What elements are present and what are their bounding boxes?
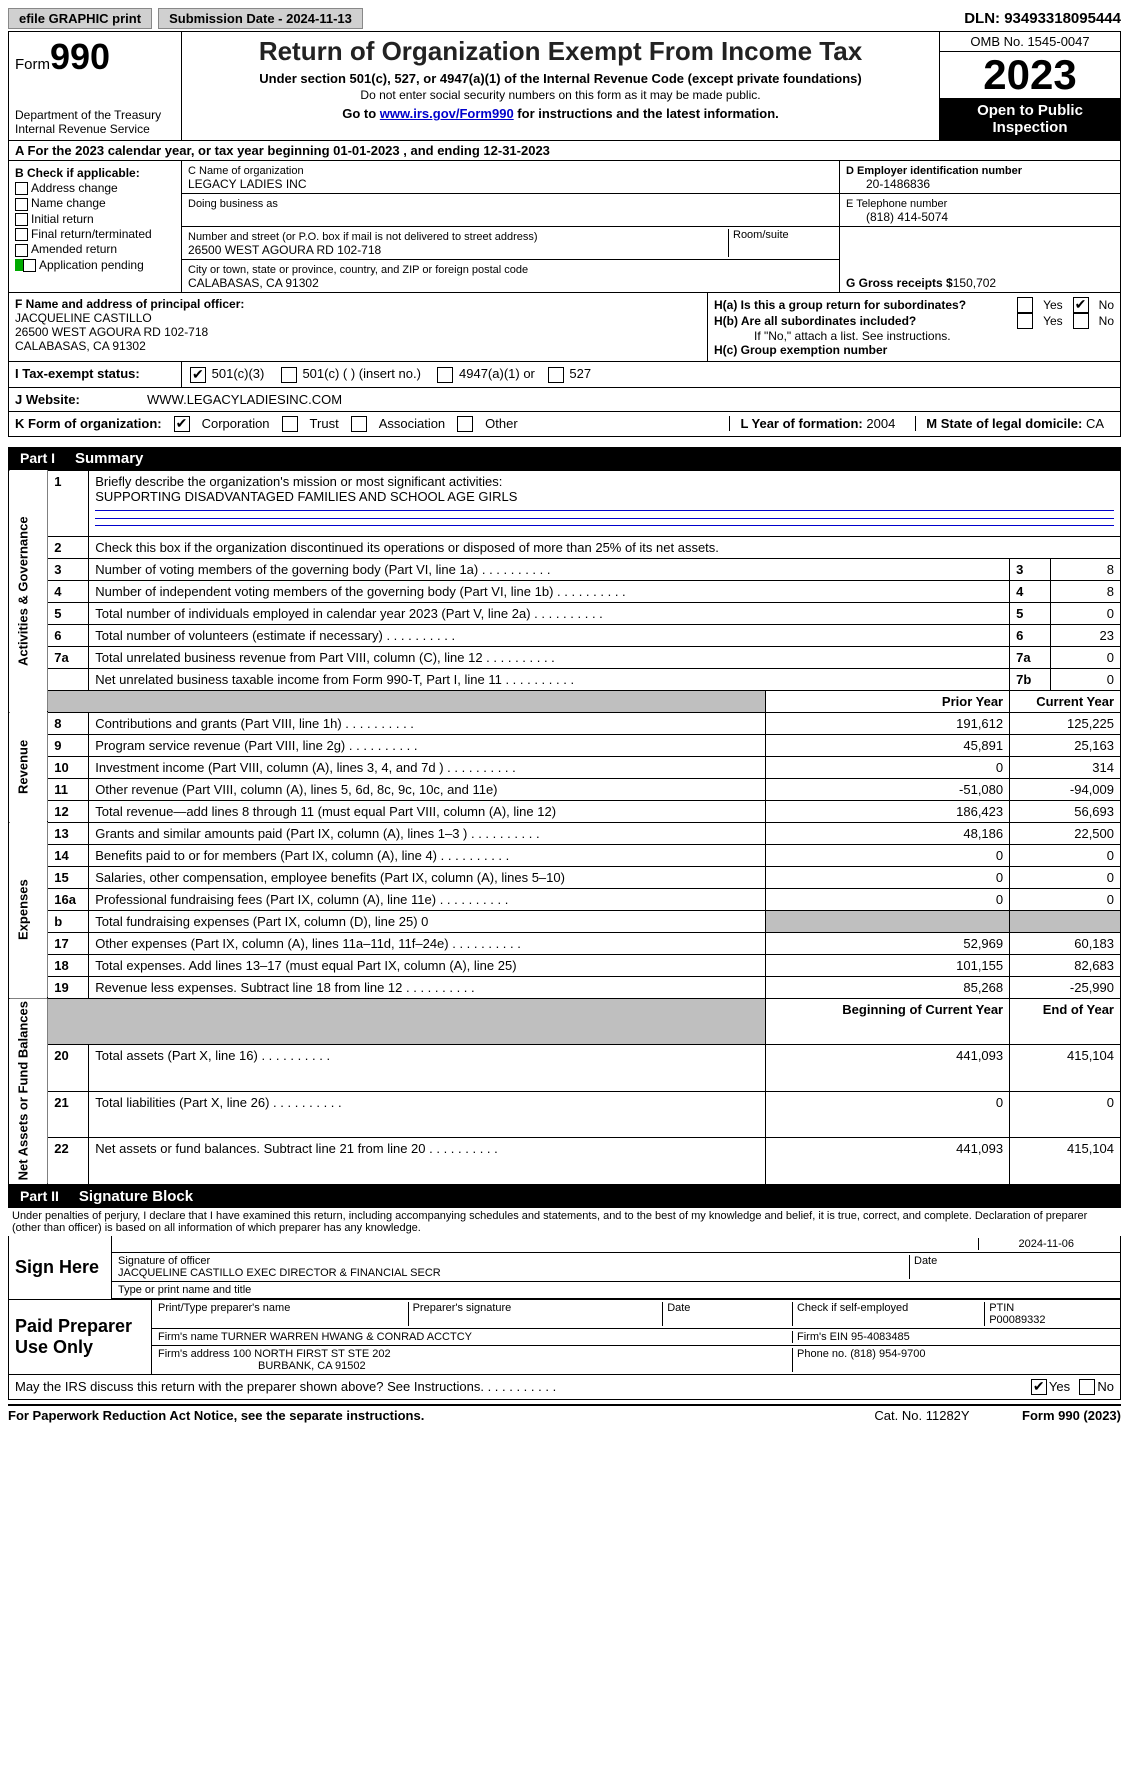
form-number: 990	[50, 36, 110, 77]
table-row: 7aTotal unrelated business revenue from …	[9, 646, 1121, 668]
table-row: Net unrelated business taxable income fr…	[9, 668, 1121, 690]
table-row: 10Investment income (Part VIII, column (…	[9, 756, 1121, 778]
form-go-line: Go to www.irs.gov/Form990 for instructio…	[188, 106, 933, 121]
submission-date-button[interactable]: Submission Date - 2024-11-13	[158, 8, 363, 29]
form-title: Return of Organization Exempt From Incom…	[188, 36, 933, 67]
table-row: 15Salaries, other compensation, employee…	[9, 866, 1121, 888]
part1-header: Part ISummary	[8, 447, 1121, 470]
table-row: bTotal fundraising expenses (Part IX, co…	[9, 910, 1121, 932]
org-city: CALABASAS, CA 91302	[188, 276, 319, 290]
dept-label: Department of the Treasury	[15, 108, 175, 122]
mission-text: SUPPORTING DISADVANTAGED FAMILIES AND SC…	[95, 489, 517, 504]
dln-label: DLN: 93493318095444	[964, 10, 1121, 27]
part2-header: Part IISignature Block	[8, 1185, 1121, 1208]
discuss-row: May the IRS discuss this return with the…	[8, 1375, 1121, 1400]
row-a-period: A For the 2023 calendar year, or tax yea…	[8, 141, 1121, 161]
section-bcdeg: B Check if applicable: Address change Na…	[8, 161, 1121, 293]
vlabel-netassets: Net Assets or Fund Balances	[9, 998, 48, 1184]
officer-signature: JACQUELINE CASTILLO EXEC DIRECTOR & FINA…	[118, 1267, 441, 1279]
form-header: Form990 Department of the Treasury Inter…	[8, 31, 1121, 141]
website-value: WWW.LEGACYLADIESINC.COM	[141, 388, 348, 411]
summary-table: Activities & Governance 1 Briefly descri…	[8, 470, 1121, 1185]
table-row: 17Other expenses (Part IX, column (A), l…	[9, 932, 1121, 954]
col-b-checks: B Check if applicable: Address change Na…	[9, 161, 182, 292]
irs-link[interactable]: www.irs.gov/Form990	[380, 106, 514, 121]
form-note: Do not enter social security numbers on …	[188, 88, 933, 102]
table-row: 4Number of independent voting members of…	[9, 580, 1121, 602]
ptin-value: P00089332	[989, 1314, 1045, 1326]
open-inspection: Open to Public Inspection	[940, 98, 1120, 140]
phone-value: (818) 414-5074	[846, 210, 948, 224]
form-prefix: Form	[15, 56, 50, 73]
ein-value: 20-1486836	[846, 177, 930, 191]
table-row: 12Total revenue—add lines 8 through 11 (…	[9, 800, 1121, 822]
top-bar: efile GRAPHIC print Submission Date - 20…	[8, 8, 1121, 29]
table-row: 21Total liabilities (Part X, line 26)00	[9, 1091, 1121, 1138]
table-row: 16aProfessional fundraising fees (Part I…	[9, 888, 1121, 910]
page-footer: For Paperwork Reduction Act Notice, see …	[8, 1404, 1121, 1423]
officer-name: JACQUELINE CASTILLO	[15, 311, 152, 325]
table-row: 22Net assets or fund balances. Subtract …	[9, 1138, 1121, 1185]
table-row: 6Total number of volunteers (estimate if…	[9, 624, 1121, 646]
vlabel-revenue: Revenue	[9, 712, 48, 822]
gross-receipts: 150,702	[953, 276, 996, 290]
firm-name: TURNER WARREN HWANG & CONRAD ACCTCY	[221, 1331, 472, 1343]
row-j-website: J Website: WWW.LEGACYLADIESINC.COM	[8, 388, 1121, 412]
vlabel-activities: Activities & Governance	[9, 470, 48, 712]
signature-block: Sign Here 2024-11-06 Signature of office…	[8, 1236, 1121, 1375]
section-fh: F Name and address of principal officer:…	[8, 293, 1121, 362]
table-row: 9Program service revenue (Part VIII, lin…	[9, 734, 1121, 756]
table-row: 3Number of voting members of the governi…	[9, 558, 1121, 580]
org-name: LEGACY LADIES INC	[188, 177, 307, 191]
table-row: 18Total expenses. Add lines 13–17 (must …	[9, 954, 1121, 976]
table-row: 5Total number of individuals employed in…	[9, 602, 1121, 624]
org-street: 26500 WEST AGOURA RD 102-718	[188, 243, 381, 257]
omb-number: OMB No. 1545-0047	[940, 32, 1120, 52]
table-row: 20Total assets (Part X, line 16)441,0934…	[9, 1045, 1121, 1092]
efile-print-button[interactable]: efile GRAPHIC print	[8, 8, 152, 29]
row-klm: K Form of organization: Corporation Trus…	[8, 412, 1121, 437]
declaration-text: Under penalties of perjury, I declare th…	[8, 1208, 1121, 1236]
table-row: 14Benefits paid to or for members (Part …	[9, 844, 1121, 866]
row-i-tax-status: I Tax-exempt status: 501(c)(3) 501(c) ( …	[8, 362, 1121, 388]
tax-year: 2023	[940, 52, 1120, 98]
vlabel-expenses: Expenses	[9, 822, 48, 998]
form-subtitle: Under section 501(c), 527, or 4947(a)(1)…	[188, 71, 933, 86]
irs-label: Internal Revenue Service	[15, 122, 175, 136]
table-row: 19Revenue less expenses. Subtract line 1…	[9, 976, 1121, 998]
table-row: 11Other revenue (Part VIII, column (A), …	[9, 778, 1121, 800]
